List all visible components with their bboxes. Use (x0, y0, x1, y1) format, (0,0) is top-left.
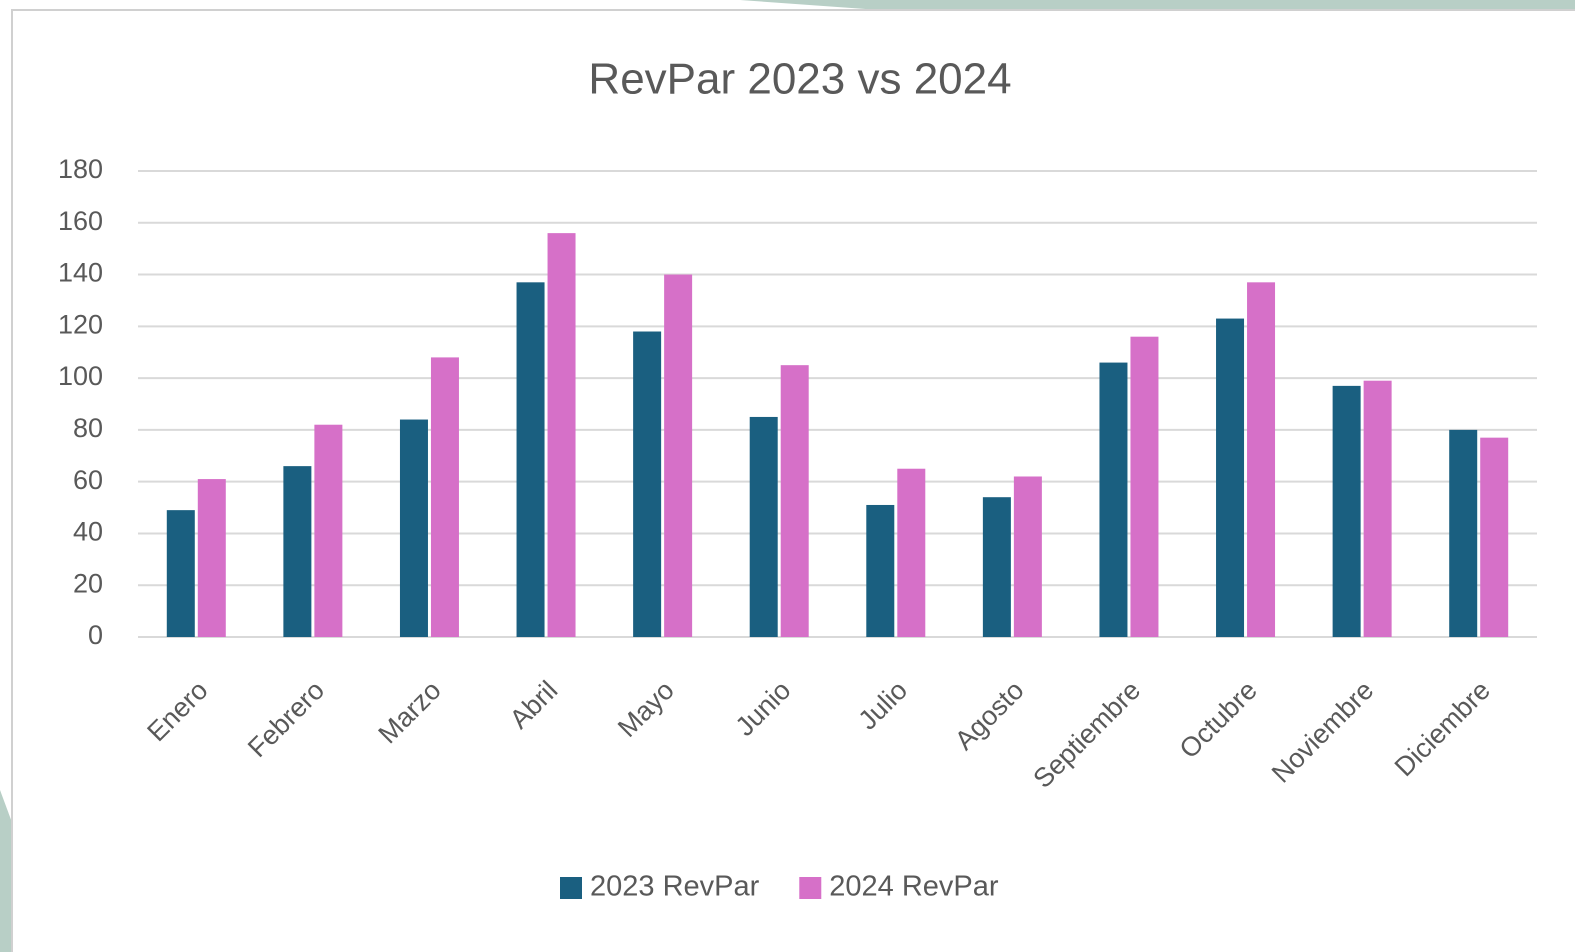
y-tick-label: 100 (58, 361, 103, 391)
bar (633, 331, 662, 637)
bar (1247, 282, 1276, 637)
bar (664, 274, 693, 637)
bar (1449, 429, 1478, 637)
bar (314, 424, 343, 637)
bar (197, 479, 226, 637)
bar (982, 497, 1011, 637)
y-tick-label: 40 (73, 517, 103, 547)
y-tick-label: 120 (58, 309, 103, 339)
bar (547, 233, 576, 637)
bar (1363, 380, 1392, 637)
y-tick-label: 140 (58, 258, 103, 288)
y-tick-label: 60 (73, 465, 103, 495)
bar (516, 282, 545, 637)
legend-swatch (799, 877, 822, 899)
bar (399, 419, 428, 637)
bar (1013, 476, 1042, 637)
bar (283, 466, 312, 637)
legend-swatch (560, 877, 582, 899)
bar (780, 365, 809, 637)
y-tick-label: 160 (58, 206, 103, 236)
legend-label: 2023 RevPar (590, 871, 760, 903)
bar (1332, 385, 1361, 637)
bar (166, 510, 195, 637)
bar (897, 468, 926, 637)
legend-label: 2024 RevPar (829, 871, 999, 903)
bar (866, 504, 895, 637)
bar (1216, 318, 1245, 637)
bar (749, 416, 778, 637)
bar (430, 357, 459, 637)
y-tick-label: 20 (73, 568, 103, 598)
y-tick-label: 80 (73, 413, 103, 443)
y-tick-label: 0 (88, 620, 103, 650)
bar (1130, 336, 1159, 637)
y-tick-label: 180 (58, 154, 103, 184)
bar (1099, 362, 1128, 637)
chart-title: RevPar 2023 vs 2024 (588, 55, 1011, 104)
bar (1480, 437, 1509, 637)
